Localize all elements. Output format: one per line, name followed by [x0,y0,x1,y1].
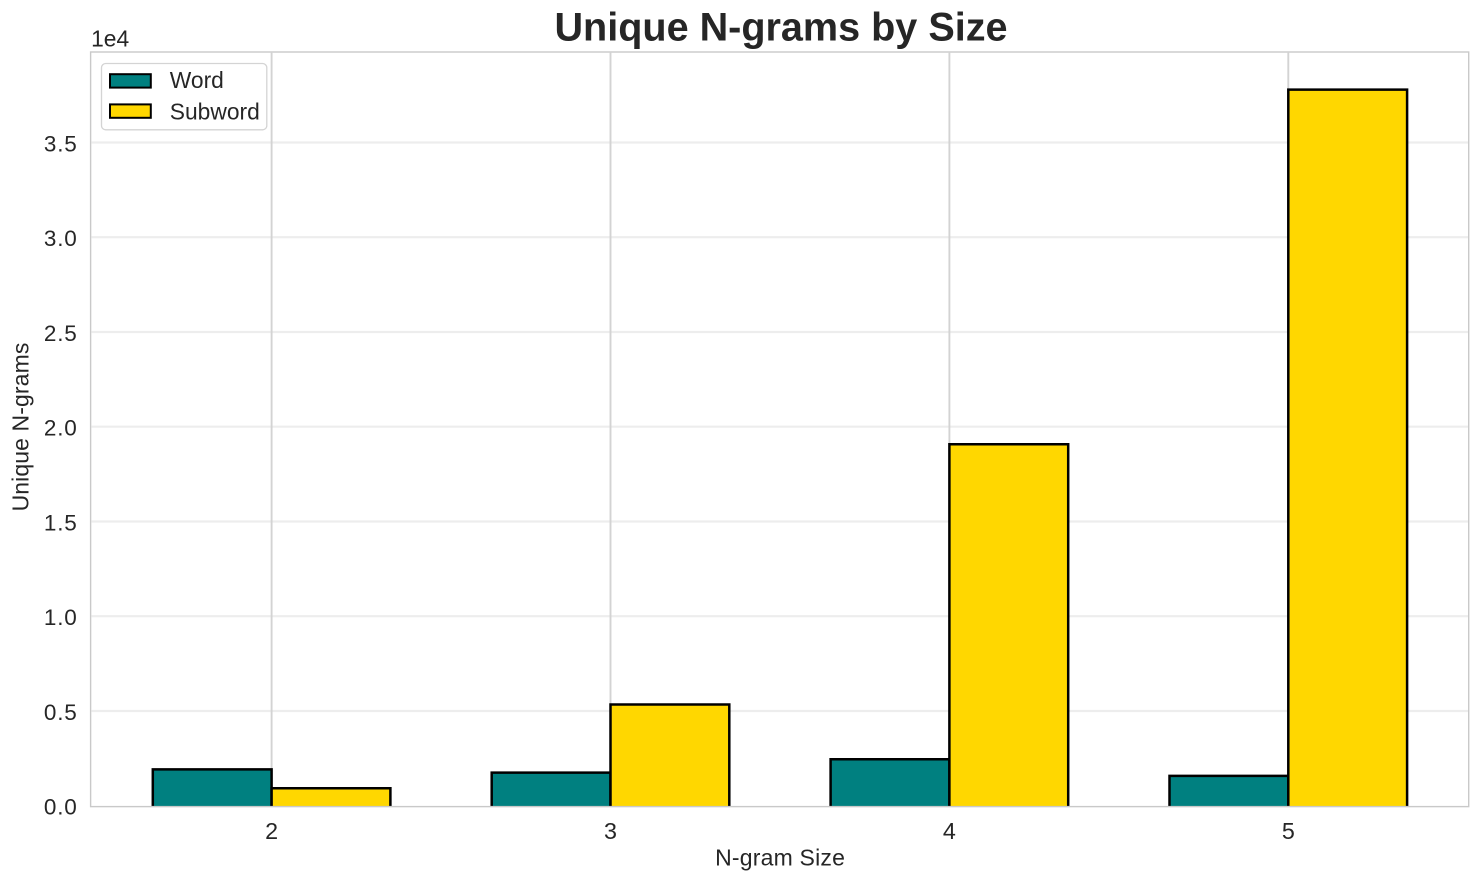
svg-text:5: 5 [1282,818,1295,844]
svg-text:1e4: 1e4 [91,26,129,52]
svg-text:Unique N-grams: Unique N-grams [8,343,34,512]
svg-text:4: 4 [943,818,956,844]
svg-text:Subword: Subword [170,98,260,124]
svg-text:Word: Word [170,67,224,93]
svg-text:N-gram Size: N-gram Size [715,844,845,870]
svg-text:0.0: 0.0 [44,795,78,820]
svg-text:Unique N-grams by Size: Unique N-grams by Size [554,6,1007,50]
svg-text:2.0: 2.0 [44,416,78,441]
svg-text:1.0: 1.0 [44,605,78,630]
svg-text:3.0: 3.0 [44,226,78,251]
svg-text:2.5: 2.5 [44,321,78,346]
svg-text:3.5: 3.5 [44,131,78,156]
svg-text:2: 2 [265,818,278,844]
svg-text:3: 3 [604,818,617,844]
svg-text:0.5: 0.5 [44,700,78,725]
svg-text:1.5: 1.5 [44,510,78,535]
